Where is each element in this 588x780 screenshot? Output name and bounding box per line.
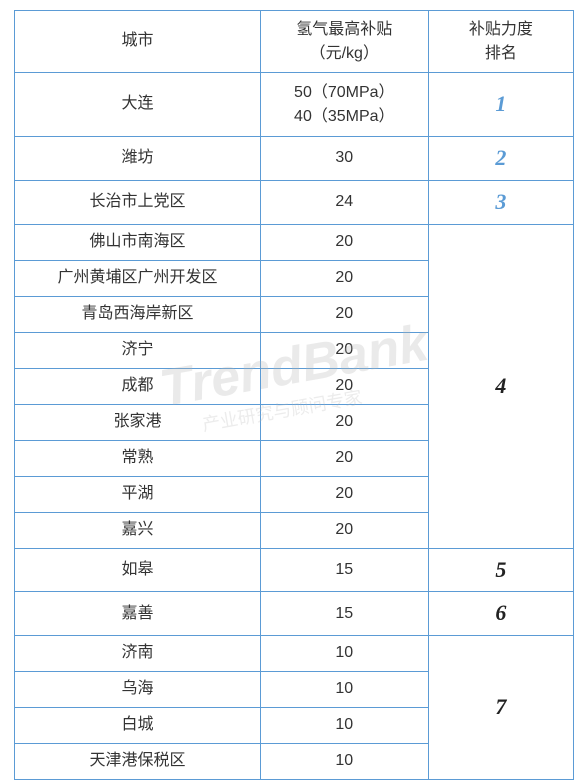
cell-city: 平湖	[15, 476, 261, 512]
cell-rank: 3	[428, 180, 573, 224]
cell-city: 济南	[15, 636, 261, 672]
table-row: 长治市上党区243	[15, 180, 574, 224]
cell-subsidy: 30	[260, 137, 428, 181]
cell-city: 潍坊	[15, 137, 261, 181]
table-body: 大连50（70MPa）40（35MPa）1潍坊302长治市上党区243佛山市南海…	[15, 73, 574, 780]
cell-city: 大连	[15, 73, 261, 137]
cell-rank: 4	[428, 224, 573, 548]
cell-city: 常熟	[15, 440, 261, 476]
cell-subsidy: 20	[260, 512, 428, 548]
cell-city: 天津港保税区	[15, 744, 261, 780]
table-row: 佛山市南海区204	[15, 224, 574, 260]
cell-city: 白城	[15, 708, 261, 744]
cell-city: 嘉善	[15, 592, 261, 636]
cell-city: 青岛西海岸新区	[15, 296, 261, 332]
table-header-row: 城市 氢气最高补贴（元/kg） 补贴力度排名	[15, 11, 574, 73]
cell-city: 乌海	[15, 672, 261, 708]
cell-subsidy: 10	[260, 672, 428, 708]
cell-subsidy: 50（70MPa）40（35MPa）	[260, 73, 428, 137]
cell-subsidy: 20	[260, 476, 428, 512]
cell-subsidy: 15	[260, 548, 428, 592]
cell-city: 张家港	[15, 404, 261, 440]
cell-subsidy: 10	[260, 636, 428, 672]
cell-rank: 5	[428, 548, 573, 592]
cell-rank: 6	[428, 592, 573, 636]
cell-rank: 2	[428, 137, 573, 181]
cell-subsidy: 15	[260, 592, 428, 636]
table-row: 大连50（70MPa）40（35MPa）1	[15, 73, 574, 137]
table-row: 嘉善156	[15, 592, 574, 636]
cell-rank: 7	[428, 636, 573, 780]
cell-subsidy: 20	[260, 368, 428, 404]
cell-subsidy: 10	[260, 744, 428, 780]
header-rank: 补贴力度排名	[428, 11, 573, 73]
cell-city: 佛山市南海区	[15, 224, 261, 260]
table-row: 潍坊302	[15, 137, 574, 181]
cell-city: 嘉兴	[15, 512, 261, 548]
cell-city: 济宁	[15, 332, 261, 368]
table-row: 如皋155	[15, 548, 574, 592]
cell-city: 广州黄埔区广州开发区	[15, 260, 261, 296]
cell-subsidy: 20	[260, 440, 428, 476]
cell-subsidy: 20	[260, 296, 428, 332]
cell-subsidy: 20	[260, 332, 428, 368]
cell-subsidy: 20	[260, 224, 428, 260]
header-city: 城市	[15, 11, 261, 73]
cell-city: 成都	[15, 368, 261, 404]
cell-subsidy: 20	[260, 260, 428, 296]
cell-city: 长治市上党区	[15, 180, 261, 224]
cell-rank: 1	[428, 73, 573, 137]
table-row: 济南107	[15, 636, 574, 672]
cell-subsidy: 20	[260, 404, 428, 440]
cell-city: 如皋	[15, 548, 261, 592]
cell-subsidy: 24	[260, 180, 428, 224]
cell-subsidy: 10	[260, 708, 428, 744]
header-subsidy: 氢气最高补贴（元/kg）	[260, 11, 428, 73]
subsidy-table: 城市 氢气最高补贴（元/kg） 补贴力度排名 大连50（70MPa）40（35M…	[14, 10, 574, 780]
